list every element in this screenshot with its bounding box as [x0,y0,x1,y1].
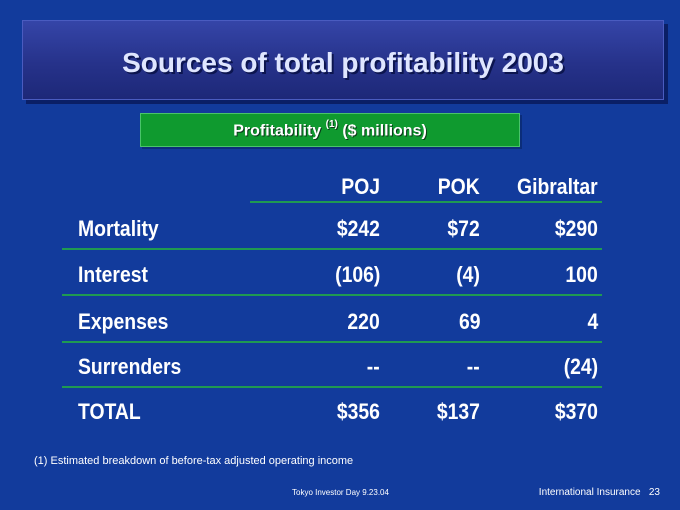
row-divider [62,248,602,250]
table-cell: -- [467,354,480,379]
footer-section: International Insurance [538,487,641,498]
table-cell: $290 [554,216,598,241]
row-divider [62,386,602,388]
table-cell: (106) [334,262,380,287]
row-label-mortality: Mortality [78,216,159,241]
row-label-expenses: Expenses [78,309,169,334]
table-cell: $356 [336,399,380,424]
table-cell: -- [367,354,380,379]
slide-subtitle: Profitability (1) ($ millions) [141,119,519,140]
row-divider [62,294,602,296]
subtitle-label: Profitability [233,122,322,140]
table-cell: 69 [458,309,480,334]
column-header-pok: POK [438,174,480,199]
slide-title: Sources of total profitability 2003 [122,47,564,78]
table-cell: $370 [554,399,598,424]
header-divider [250,201,602,203]
subtitle-footnote-marker: (1) [325,119,338,130]
row-label-surrenders: Surrenders [78,354,182,379]
table-cell: $137 [436,399,480,424]
row-label-total: TOTAL [78,399,141,424]
column-header-poj: POJ [341,174,380,199]
table-cell: 100 [565,262,598,287]
column-header-gibraltar: Gibraltar [517,174,598,199]
table-cell: (4) [456,262,480,287]
footnote: (1) Estimated breakdown of before-tax ad… [34,455,354,467]
table-cell: 220 [347,309,380,334]
table-cell: 4 [587,309,598,334]
table-cell: $72 [447,216,480,241]
subtitle-banner: Profitability (1) ($ millions) [140,113,520,147]
row-label-interest: Interest [78,262,148,287]
table-cell: $242 [336,216,380,241]
footer-right: International Insurance 23 [539,487,660,498]
subtitle-units: ($ millions) [342,122,427,140]
footer-event: Tokyo Investor Day 9.23.04 [292,488,389,497]
title-banner: Sources of total profitability 2003 [22,20,664,100]
table-cell: (24) [563,354,598,379]
page-number: 23 [648,487,660,498]
row-divider [62,341,602,343]
